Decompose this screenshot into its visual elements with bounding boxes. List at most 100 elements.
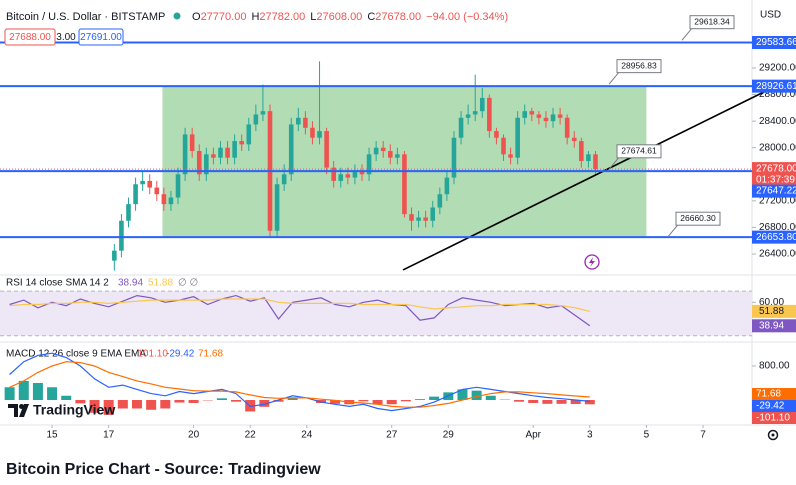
event-circle — [584, 254, 600, 270]
x-tick-label: 15 — [47, 430, 59, 441]
candle-body — [288, 124, 294, 175]
candle-body — [119, 220, 124, 251]
logo-t — [8, 404, 18, 417]
ohlc-value: 27770.00 — [201, 11, 247, 23]
candle-body — [458, 117, 464, 138]
histogram-bar — [287, 397, 298, 401]
pane-title: MACD 12 26 close 9 EMA EMA — [6, 349, 146, 360]
sell-box[interactable] — [4, 28, 56, 46]
y-tick-label: 28000.00 — [759, 142, 796, 153]
level-axis-label: 29583.66 — [756, 37, 796, 48]
y-tick-label: 60.00 — [759, 297, 784, 308]
histogram-bar — [47, 387, 58, 401]
event-bolt — [589, 257, 595, 267]
candle-body — [331, 167, 336, 181]
candle-body — [189, 134, 195, 152]
gear-ring — [767, 429, 779, 441]
candle-body — [366, 154, 372, 175]
axis-value-box — [752, 412, 796, 424]
x-tick-label: 20 — [188, 430, 200, 441]
indicator-line — [9, 298, 590, 312]
x-tick-label: 24 — [301, 430, 313, 441]
candle-body — [472, 111, 478, 115]
candle-body — [310, 127, 315, 138]
indicator-line — [9, 294, 591, 327]
buy-price: 27691.00 — [80, 32, 122, 43]
histogram-bar — [570, 400, 581, 405]
x-tick-label: 29 — [443, 430, 455, 441]
candle-body — [373, 147, 379, 155]
histogram-bar — [146, 400, 157, 410]
lightning-icon[interactable] — [584, 254, 600, 270]
candle-body — [182, 134, 188, 175]
pane-title: RSI 14 close SMA 14 2 — [6, 278, 109, 289]
ohlc-key: O — [192, 11, 201, 23]
candle-body — [387, 151, 393, 158]
ohlc-key: L — [310, 11, 316, 23]
histogram-bar — [4, 387, 15, 401]
candle-body — [168, 197, 174, 205]
histogram-bar — [216, 398, 227, 401]
level-axis-box — [752, 184, 796, 198]
candle-body — [564, 117, 570, 138]
candle-body — [140, 180, 145, 185]
candle-body — [232, 141, 237, 158]
ohlc-value: 27678.00 — [375, 11, 421, 23]
buy-box[interactable] — [78, 28, 124, 46]
candle-body — [437, 194, 443, 208]
candle-body — [380, 147, 386, 152]
callout-box — [689, 15, 735, 30]
candle-body — [154, 187, 160, 195]
brand-logo: TradingView — [8, 402, 115, 418]
y-tick-label: 800.00 — [759, 361, 790, 372]
ohlc-key: C — [367, 11, 375, 23]
legend-value: 51.88 — [148, 278, 173, 289]
histogram-bar — [117, 400, 128, 409]
x-tick-label: 22 — [245, 430, 257, 441]
y-tick-label: 26400.00 — [759, 249, 796, 260]
axis-value-box — [752, 319, 796, 333]
candle-body — [175, 174, 181, 198]
symbol[interactable]: Bitcoin / U.S. Dollar · BITSTAMP — [6, 11, 165, 23]
gear-hub — [771, 433, 775, 437]
callout-leader — [667, 224, 679, 238]
histogram-bar — [18, 380, 29, 401]
header: Bitcoin / U.S. Dollar · BITSTAMP O27770.… — [4, 10, 781, 46]
candle-body — [593, 154, 598, 170]
x-tick-label: 7 — [700, 430, 706, 441]
candle-body — [586, 154, 591, 161]
sell-price: 27688.00 — [9, 32, 51, 43]
callout-label: 29618.34 — [694, 16, 730, 26]
level-axis-label: 28926.61 — [756, 81, 796, 92]
candle-body — [479, 97, 485, 112]
histogram-bar — [273, 400, 284, 402]
ohlc-change: −94.00 (−0.34%) — [426, 11, 508, 23]
x-tick-label: 5 — [644, 430, 650, 441]
candle-body — [239, 141, 245, 145]
candle-body — [557, 114, 563, 118]
candle-body — [536, 114, 542, 118]
axis-value-box — [752, 400, 796, 412]
settings-gear[interactable] — [767, 429, 779, 441]
candle-body — [395, 154, 400, 158]
histogram-bar — [174, 400, 185, 403]
callout-leader — [681, 27, 693, 41]
rsi-band — [0, 291, 752, 336]
market-status — [173, 12, 181, 20]
logo-v — [19, 404, 29, 417]
legend-value: -29.42 — [166, 349, 195, 360]
candle-body — [423, 217, 428, 221]
spread: 3.00 — [56, 32, 76, 43]
histogram-bar — [485, 395, 496, 401]
candle-body — [444, 177, 450, 195]
y-tick-label: 26800.00 — [759, 222, 796, 233]
candle-body — [147, 180, 153, 188]
histogram-bar — [358, 400, 369, 402]
callout-label: 28956.83 — [621, 60, 657, 70]
callout-box — [616, 144, 662, 159]
y-tick-label: 28800.00 — [759, 89, 796, 100]
histogram-bar — [103, 400, 114, 415]
legend-extra: ∅ ∅ — [178, 278, 198, 289]
level-axis-box — [752, 230, 796, 244]
level-axis-box — [752, 79, 796, 93]
